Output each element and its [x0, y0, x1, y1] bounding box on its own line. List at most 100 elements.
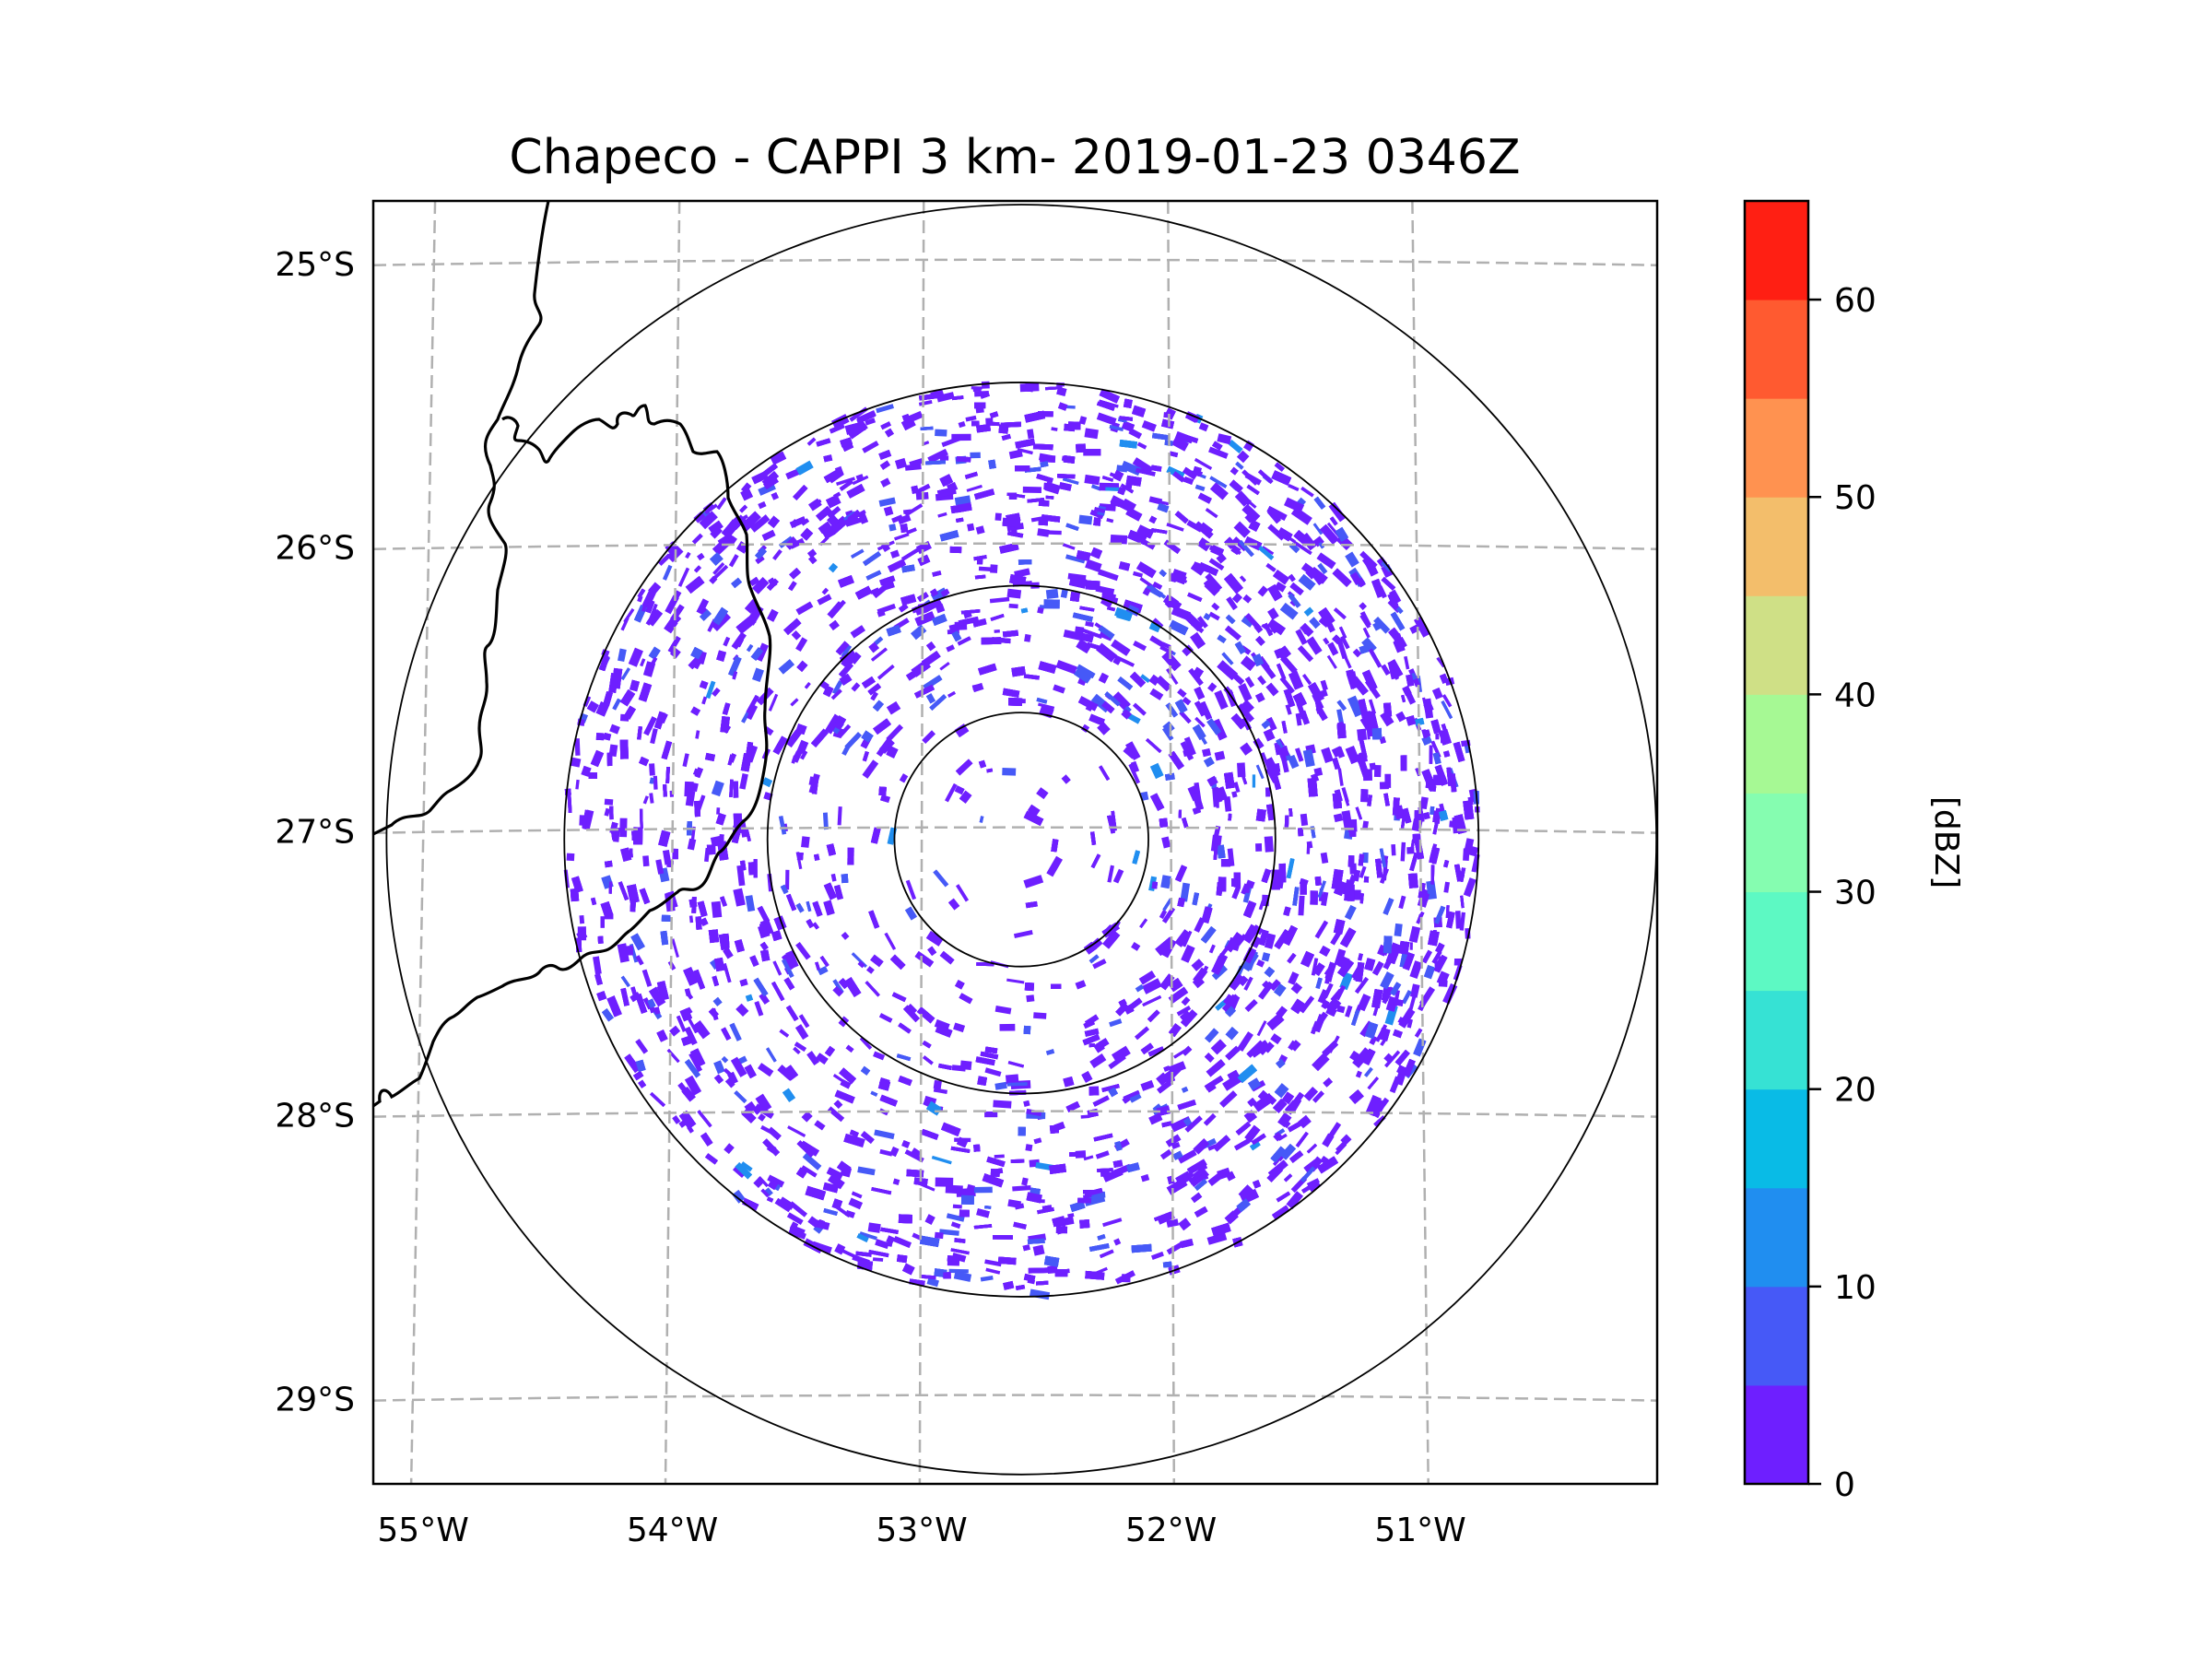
echo-cell [1057, 402, 1068, 411]
echo-cell [1244, 677, 1254, 688]
echo-cell [1273, 1131, 1283, 1142]
echo-cell [951, 433, 971, 441]
echo-cell [838, 978, 850, 990]
echo-cell [1226, 596, 1238, 611]
echo-cell [1131, 1243, 1152, 1253]
echo-cell [874, 636, 884, 646]
echo-cell [708, 1007, 719, 1018]
echo-cell [1024, 633, 1031, 642]
echo-cell [724, 1143, 735, 1155]
echo-cell [1017, 447, 1033, 455]
echo-cell [802, 1152, 822, 1171]
echo-cell [1201, 906, 1213, 924]
echo-cell [1290, 506, 1312, 525]
echo-cell [1080, 1114, 1090, 1119]
echo-cell [637, 588, 646, 598]
echo-cell [619, 688, 636, 707]
echo-cell [697, 900, 708, 917]
echo-cell [785, 729, 802, 748]
echo-cell [1236, 450, 1250, 464]
echo-cell [1189, 1173, 1209, 1185]
echo-cell [817, 594, 832, 606]
echo-cell [1132, 571, 1144, 578]
echo-cell [1166, 668, 1179, 685]
echo-cell [1337, 768, 1344, 786]
echo-cell [1330, 930, 1342, 946]
echo-cell [973, 1186, 993, 1194]
echo-cell [1116, 465, 1128, 473]
echo-cell [1355, 1070, 1362, 1078]
echo-cell [693, 969, 706, 990]
echo-cell [786, 1212, 804, 1225]
echo-cell [835, 477, 855, 487]
echo-cell [1321, 999, 1330, 1009]
echo-cell [690, 826, 696, 841]
echo-cell [1367, 1077, 1379, 1090]
echo-cell [959, 1060, 972, 1070]
echo-cell [800, 750, 808, 760]
echo-cell [841, 874, 849, 884]
echo-cell [1001, 433, 1011, 441]
echo-cell [1112, 470, 1124, 482]
echo-cell [993, 1235, 1013, 1240]
echo-cell [758, 1112, 766, 1122]
echo-cell [1135, 467, 1156, 477]
echo-cell [671, 938, 679, 958]
echo-cell [1312, 535, 1324, 547]
echo-cell [785, 869, 790, 890]
echo-cell [723, 636, 731, 647]
echo-cell [1467, 845, 1479, 857]
echo-cell [1013, 930, 1033, 938]
echo-cell [830, 688, 842, 700]
echo-cell [1177, 1149, 1197, 1164]
echo-cell [751, 576, 770, 594]
echo-cell [851, 1191, 863, 1199]
echo-cell [1136, 441, 1147, 450]
echo-cell [736, 865, 746, 887]
echo-cell [1394, 923, 1403, 937]
echo-cell [1247, 500, 1257, 509]
echo-cell [1295, 712, 1302, 726]
echo-cell [829, 515, 849, 535]
echo-cell [831, 1198, 843, 1210]
echo-cell [888, 524, 897, 532]
echo-cell [1026, 994, 1035, 1003]
echo-cell [1234, 965, 1244, 981]
echo-cell [1008, 603, 1018, 609]
echo-cell [868, 910, 880, 929]
echo-cell [1133, 641, 1147, 652]
echo-cell [1074, 626, 1085, 637]
echo-cell [1277, 1112, 1292, 1128]
echo-cell [954, 495, 971, 506]
echo-cell [1131, 942, 1141, 951]
echo-cell [1381, 564, 1394, 578]
echo-cell [753, 1176, 765, 1189]
echo-cell [795, 601, 814, 616]
echo-cell [604, 798, 614, 806]
echo-cell [1302, 748, 1315, 768]
echo-cell [1168, 750, 1184, 771]
echo-cell [936, 392, 955, 403]
echo-cell [749, 955, 759, 967]
echo-cell [1261, 546, 1275, 556]
echo-cell [1316, 552, 1336, 570]
echo-cell [731, 577, 743, 589]
echo-cell [1406, 715, 1417, 726]
echo-cell [999, 1023, 1016, 1031]
echo-cell [1381, 560, 1393, 572]
echo-cell [629, 899, 637, 912]
echo-cell [937, 512, 947, 518]
echo-cell [711, 780, 724, 797]
echo-cell [862, 441, 879, 453]
echo-cell [1436, 656, 1445, 668]
echo-cell [848, 1197, 864, 1210]
echo-cell [1198, 422, 1209, 432]
echo-cell [1006, 588, 1022, 599]
echo-cell [692, 1020, 711, 1040]
echo-cell [1311, 958, 1319, 976]
echo-cell [789, 1201, 807, 1218]
echo-cell [653, 995, 662, 1006]
echo-cell [762, 1138, 780, 1157]
echo-cell [1272, 1098, 1288, 1114]
echo-cell [1208, 558, 1225, 571]
